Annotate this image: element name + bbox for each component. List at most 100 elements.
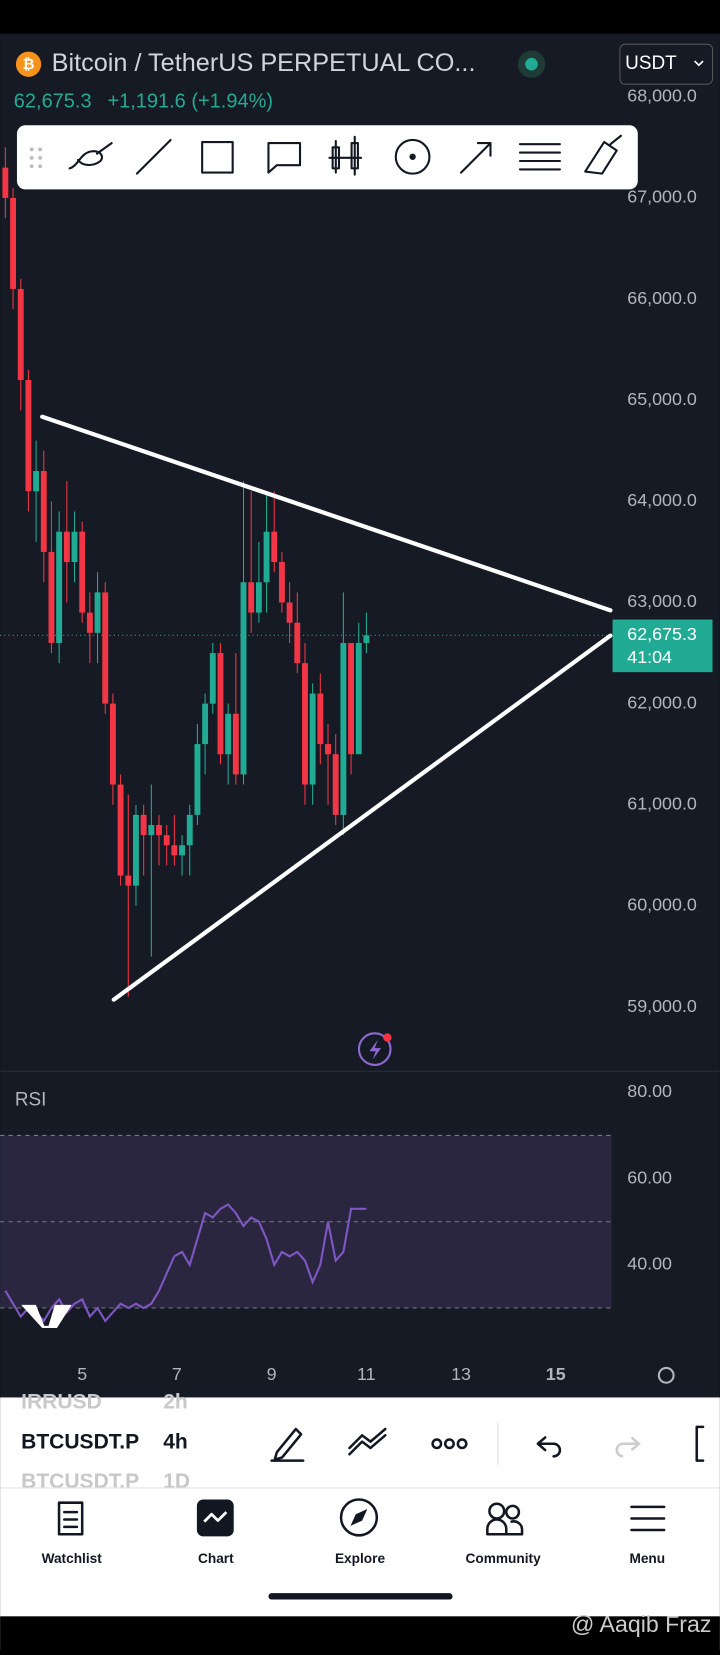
nav-label[interactable]: Watchlist xyxy=(42,1551,103,1566)
candle-body xyxy=(117,784,124,876)
candle-body xyxy=(94,592,101,633)
x-tick-label: 5 xyxy=(77,1364,87,1384)
candle-body xyxy=(271,531,278,563)
symbol-item[interactable]: BTCUSDT.P xyxy=(21,1470,139,1493)
alert-badge xyxy=(383,1033,392,1042)
currency-select[interactable] xyxy=(619,43,714,85)
candle-body xyxy=(286,602,293,623)
candle-body xyxy=(102,592,109,704)
rect-tool[interactable] xyxy=(201,141,234,174)
candle-body xyxy=(109,703,116,785)
rsi-pane: 80.00 60.00 40.00 xyxy=(0,1081,672,1323)
undo-button[interactable] xyxy=(536,1436,562,1458)
candle-body xyxy=(302,663,308,785)
candle-body xyxy=(56,531,63,643)
nav-label[interactable]: Explore xyxy=(335,1551,385,1566)
x-tick-label: 13 xyxy=(451,1364,471,1384)
symbol-item[interactable]: IRRUSD xyxy=(21,1390,102,1413)
candle-body xyxy=(71,531,78,563)
trendline-upper[interactable] xyxy=(40,414,613,613)
explore-icon[interactable] xyxy=(339,1498,379,1537)
candle-body xyxy=(63,531,70,563)
candle-body xyxy=(133,814,139,886)
price-tick-label: 67,000.0 xyxy=(627,187,697,207)
price-tick-label: 63,000.0 xyxy=(627,591,697,611)
text-tool[interactable] xyxy=(267,142,302,174)
price-tick-label: 62,000.0 xyxy=(627,692,697,712)
candle-body xyxy=(186,814,193,846)
arrow-tool[interactable] xyxy=(459,142,492,174)
candle-body xyxy=(225,713,232,755)
brush-tool[interactable] xyxy=(68,142,113,170)
price-tick-label: 61,000.0 xyxy=(627,793,697,813)
menu-icon[interactable] xyxy=(630,1505,666,1532)
candle-body xyxy=(278,562,285,603)
interval-item[interactable]: 2h xyxy=(163,1390,188,1413)
candle-body xyxy=(148,825,155,836)
price-tick-label: 68,000.0 xyxy=(627,86,697,106)
candle-body xyxy=(33,471,40,492)
currency[interactable]: USDT xyxy=(625,53,677,74)
highlighter-tool[interactable] xyxy=(584,134,623,175)
more-button[interactable] xyxy=(431,1438,468,1450)
pattern-tool[interactable] xyxy=(328,135,363,176)
symbol-title[interactable]: Bitcoin / TetherUS PERPETUAL CO... xyxy=(52,49,476,77)
dropdown-arrow xyxy=(694,60,704,67)
fib-tool[interactable] xyxy=(518,143,561,171)
status-bar xyxy=(0,0,720,34)
x-tick-label: 9 xyxy=(267,1364,277,1384)
nav-label[interactable]: Menu xyxy=(629,1551,665,1566)
price-tick-label: 66,000.0 xyxy=(627,288,697,308)
bottom-nav: Watchlist Chart Explore Community Menu xyxy=(42,1551,666,1566)
rsi-label: RSI xyxy=(15,1090,47,1111)
candle-body xyxy=(348,642,355,755)
candle-body xyxy=(248,582,255,613)
last-price-tag xyxy=(612,619,713,673)
draw-button[interactable] xyxy=(270,1427,305,1462)
line-tool[interactable] xyxy=(135,138,172,175)
price-tick-label: 64,000.0 xyxy=(627,490,697,510)
price-chart: 68,000.0 67,000.0 66,000.0 65,000.0 64,000.0… xyxy=(0,86,713,1016)
measure-tool[interactable] xyxy=(394,138,431,175)
bottom-panel xyxy=(0,1397,720,1650)
candle-body xyxy=(363,635,370,643)
time-axis: 5 7 9 11 13 15 xyxy=(77,1364,566,1384)
candle-body xyxy=(294,622,301,664)
trendline-lower[interactable] xyxy=(111,633,613,1002)
fullscreen-button[interactable] xyxy=(695,1425,705,1462)
chart-icon-line xyxy=(203,1511,228,1523)
candle-body xyxy=(156,825,162,836)
rsi-tick-label: 60.00 xyxy=(627,1167,672,1187)
candle-body xyxy=(79,531,86,613)
candle-body xyxy=(17,288,24,380)
price-tick-label: 65,000.0 xyxy=(627,389,697,409)
home-indicator xyxy=(268,1593,453,1600)
candle-body xyxy=(340,642,347,815)
candle-body xyxy=(171,845,178,856)
alert-bolt xyxy=(369,1039,382,1060)
candle-body xyxy=(48,551,55,643)
candle-body xyxy=(332,754,339,815)
settings-button[interactable] xyxy=(657,1366,675,1384)
symbol-item[interactable]: BTCUSDT.P xyxy=(21,1430,139,1453)
nav-label[interactable]: Chart xyxy=(198,1551,234,1566)
alert-button[interactable] xyxy=(357,1032,392,1066)
drag-handle[interactable] xyxy=(29,147,42,169)
indicators-button[interactable] xyxy=(348,1427,387,1456)
nav-label[interactable]: Community xyxy=(466,1551,542,1566)
status-dot-inner xyxy=(525,57,538,71)
redo-button xyxy=(615,1436,641,1458)
interval-item[interactable]: 1D xyxy=(163,1470,190,1493)
drawing-toolbar xyxy=(16,125,638,190)
rsi-tick-label: 40.00 xyxy=(627,1254,672,1274)
candle-body xyxy=(140,814,147,836)
candle-body xyxy=(86,612,93,633)
btc-symbol: ₿ xyxy=(23,57,35,73)
community-icon[interactable] xyxy=(486,1518,524,1536)
watchlist-icon[interactable] xyxy=(57,1501,84,1536)
interval-item[interactable]: 4h xyxy=(163,1430,188,1453)
candle-body xyxy=(209,653,216,704)
countdown: 41:04 xyxy=(627,647,672,667)
candle-body xyxy=(263,531,270,583)
